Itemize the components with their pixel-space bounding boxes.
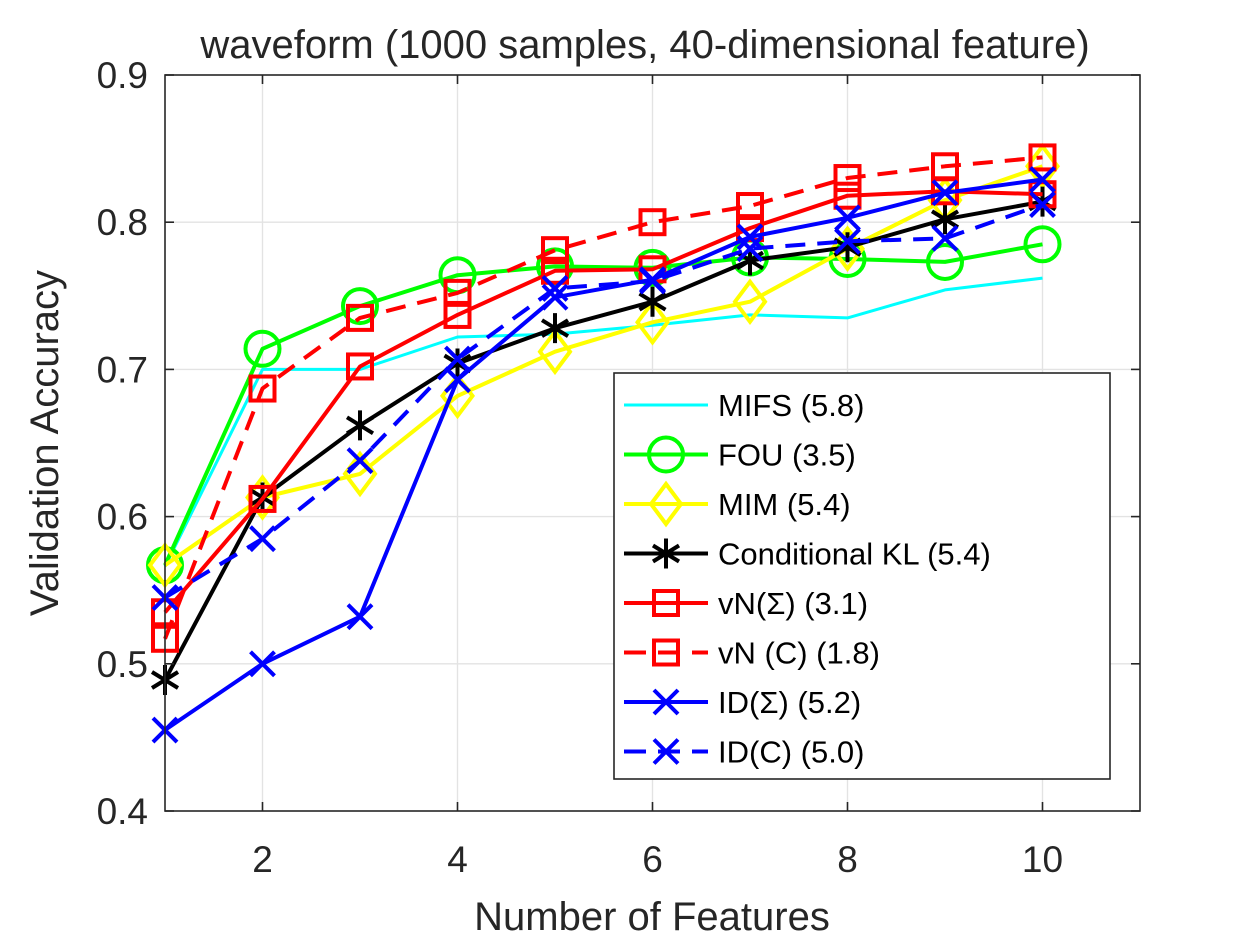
legend-box: [613, 372, 1111, 780]
legend-label: MIFS (5.8): [718, 388, 864, 423]
data-point: [444, 366, 471, 394]
legend-marker: [652, 589, 680, 617]
series-1: [163, 276, 1043, 568]
legend-entry: Conditional KL (5.4): [624, 537, 991, 572]
data-point: [931, 152, 959, 181]
legend-label: vN(Σ) (3.1): [718, 586, 868, 621]
data-point: [1029, 191, 1056, 218]
data-point: [1028, 143, 1057, 172]
data-point: [444, 345, 471, 373]
data-point: [541, 275, 569, 302]
data-point: [345, 410, 375, 441]
data-point: [931, 224, 959, 252]
data-point: [248, 374, 277, 403]
data-point: [541, 236, 569, 265]
series-layer: [146, 142, 1062, 744]
data-point: [833, 181, 862, 210]
x-tick-label: 4: [447, 839, 468, 880]
data-point: [834, 204, 861, 232]
series-line: [163, 189, 1043, 614]
y-tick-label: 0.7: [97, 349, 148, 390]
legend-label: FOU (3.5): [718, 438, 856, 473]
data-point: [931, 179, 959, 207]
data-point: [537, 328, 573, 376]
y-tick-label: 0.5: [97, 644, 148, 685]
data-point: [1029, 166, 1056, 193]
data-point: [249, 650, 276, 678]
series-line: [163, 155, 1043, 640]
legend-entry: MIFS (5.8): [624, 388, 864, 423]
series-line: [163, 242, 1043, 567]
data-point: [541, 283, 569, 311]
legend-marker: [648, 480, 684, 528]
x-tick-label: 8: [837, 839, 858, 880]
x-tick-label: 6: [642, 839, 663, 880]
y-tick-label: 0.4: [97, 791, 148, 832]
y-axis-label: Validation Accuracy: [23, 270, 67, 616]
tick-layer: 2 4 6 8 10 0.4 0.5 0.6 0.7 0.8 0.9: [97, 55, 1140, 880]
data-point: [1023, 225, 1062, 264]
series-line: [163, 202, 1044, 600]
legend: MIFS (5.8) FOU (3.5) MIM (5.4) Conditional …: [613, 372, 1111, 780]
data-point: [736, 235, 764, 263]
data-point: [346, 352, 374, 381]
legend-entry: ID(C) (5.0): [624, 735, 864, 770]
legend-entry: vN (C) (1.8): [624, 636, 880, 671]
data-point: [736, 223, 764, 251]
chart-title: waveform (1000 samples, 40-dimensional f…: [199, 23, 1089, 67]
y-tick-label: 0.8: [97, 202, 148, 243]
series-line: [163, 177, 1043, 732]
y-tick-label: 0.9: [97, 55, 148, 96]
data-point: [834, 227, 861, 255]
legend-label: MIM (5.4): [718, 487, 851, 522]
data-point: [540, 313, 570, 344]
data-point: [926, 242, 964, 281]
x-axis-label: Number of Features: [474, 895, 830, 939]
legend-entry: ID(Σ) (5.2): [624, 685, 861, 720]
data-point: [639, 267, 666, 295]
data-point: [248, 484, 277, 513]
legend-entry: MIM (5.4): [624, 480, 851, 528]
data-point: [346, 447, 374, 475]
data-point: [346, 603, 374, 631]
data-point: [638, 286, 667, 317]
data-point: [732, 278, 768, 326]
legend-label: vN (C) (1.8): [718, 636, 880, 671]
series-line: [163, 199, 1043, 681]
legend-marker: [647, 435, 685, 474]
legend-marker: [652, 638, 680, 667]
data-point: [635, 298, 670, 346]
legend-entry: vN(Σ) (3.1): [624, 586, 868, 621]
data-point: [341, 287, 379, 326]
data-point: [541, 256, 569, 285]
series-line: [163, 164, 1044, 567]
x-tick-label: 2: [252, 839, 273, 880]
legend-marker: [652, 738, 680, 765]
legend-label: ID(Σ) (5.2): [718, 685, 861, 720]
data-point: [243, 329, 282, 368]
data-point: [833, 164, 862, 193]
data-point: [443, 278, 472, 307]
data-point: [736, 192, 764, 221]
data-point: [930, 204, 960, 235]
series-line: [163, 276, 1043, 568]
legend-label: Conditional KL (5.4): [718, 537, 991, 572]
data-point: [346, 303, 374, 332]
data-point: [249, 525, 276, 553]
legend-label: ID(C) (5.0): [718, 735, 864, 770]
legend-marker: [651, 538, 681, 569]
y-tick-label: 0.6: [97, 497, 148, 538]
data-point: [638, 208, 667, 237]
x-tick-label: 10: [1022, 839, 1063, 880]
legend-entry: FOU (3.5): [624, 435, 856, 474]
series-7: [151, 166, 1056, 744]
legend-marker: [652, 688, 680, 716]
